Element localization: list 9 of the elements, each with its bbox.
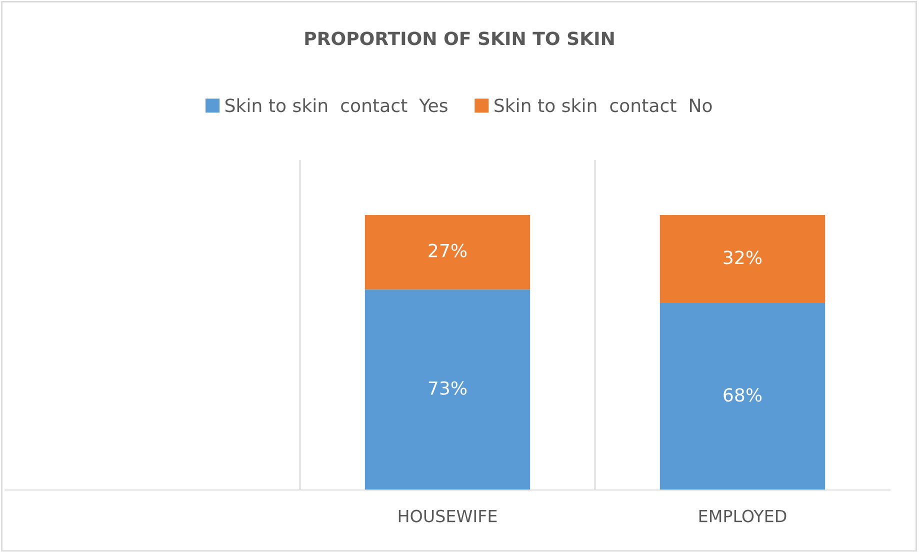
data-label: 32%: [724, 250, 762, 264]
data-label: 27%: [428, 244, 467, 258]
legend-label: Skin to skin contact Yes: [225, 98, 448, 112]
data-label: 68%: [724, 388, 762, 402]
chart-title: PROPORTION OF SKIN TO SKIN: [305, 32, 614, 46]
data-label: 73%: [428, 381, 467, 395]
legend-label: Skin to skin contact No: [494, 98, 712, 112]
x-tick-label: EMPLOYED: [699, 510, 786, 522]
x-tick-label: HOUSEWIFE: [398, 510, 497, 522]
